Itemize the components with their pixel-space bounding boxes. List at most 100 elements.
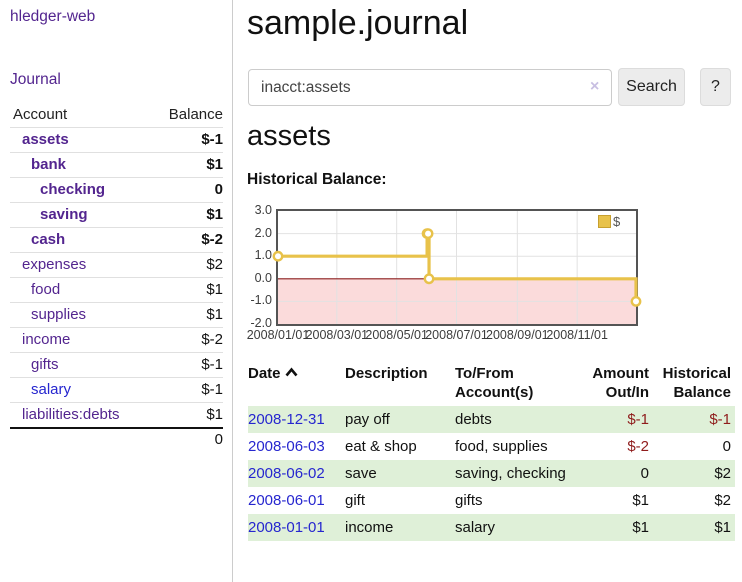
transaction-description: eat & shop <box>345 433 455 460</box>
account-row: supplies $1 <box>10 303 223 328</box>
app-title-link[interactable]: hledger-web <box>10 8 95 26</box>
account-balance: $1 <box>150 153 223 178</box>
account-balance: $2 <box>150 253 223 278</box>
transaction-description: income <box>345 514 455 541</box>
account-row: assets $-1 <box>10 128 223 153</box>
y-axis-tick-label: -1.0 <box>244 293 272 307</box>
account-row: cash $-2 <box>10 228 223 253</box>
accounts-total-value: 0 <box>150 428 223 452</box>
account-row: checking 0 <box>10 178 223 203</box>
register-header-date[interactable]: Date <box>248 362 345 406</box>
sidebar-account-assets[interactable]: assets <box>22 131 69 148</box>
search-input[interactable] <box>248 69 612 106</box>
transaction-amount: 0 <box>580 460 653 487</box>
y-axis-tick-label: 3.0 <box>244 203 272 217</box>
transaction-accounts: salary <box>455 514 580 541</box>
account-row: saving $1 <box>10 203 223 228</box>
account-balance: $1 <box>150 203 223 228</box>
y-axis-tick-label: 0.0 <box>244 271 272 285</box>
clear-search-icon[interactable]: × <box>590 78 599 96</box>
register-table: Date Description To/From Account(s) Amou… <box>248 362 735 541</box>
account-balance: $1 <box>150 303 223 328</box>
help-button[interactable]: ? <box>700 68 731 106</box>
transaction-description: gift <box>345 487 455 514</box>
transaction-description: save <box>345 460 455 487</box>
transaction-balance: 0 <box>653 433 735 460</box>
account-row: food $1 <box>10 278 223 303</box>
transaction-description: pay off <box>345 406 455 433</box>
sidebar-account-supplies[interactable]: supplies <box>31 306 86 323</box>
transaction-balance: $2 <box>653 460 735 487</box>
account-balance: $-2 <box>150 328 223 353</box>
accounts-table: Account Balance assets $-1 bank $1 checkin… <box>10 103 223 452</box>
x-axis-tick-label: 2008/11/01 <box>541 328 613 342</box>
transaction-amount: $1 <box>580 487 653 514</box>
transaction-date-link[interactable]: 2008-12-31 <box>248 411 325 428</box>
sidebar-account-gifts[interactable]: gifts <box>31 356 59 373</box>
transaction-amount: $-1 <box>580 406 653 433</box>
transaction-date-link[interactable]: 2008-06-03 <box>248 438 325 455</box>
historical-balance-chart: 3.02.01.00.0-1.0-2.02008/01/012008/03/01… <box>244 200 742 348</box>
register-header-accounts: To/From Account(s) <box>455 362 580 406</box>
chart-title: Historical Balance: <box>247 171 387 189</box>
register-row: 2008-06-03 eat & shop food, supplies $-2… <box>248 433 735 460</box>
search-button[interactable]: Search <box>618 68 685 106</box>
y-axis-tick-label: 2.0 <box>244 226 272 240</box>
sidebar-account-saving[interactable]: saving <box>40 206 88 223</box>
accounts-header-account: Account <box>10 103 150 128</box>
register-row: 2008-06-01 gift gifts $1 $2 <box>248 487 735 514</box>
transaction-accounts: debts <box>455 406 580 433</box>
register-header-amount: Amount Out/In <box>580 362 653 406</box>
page-title: sample.journal <box>247 0 468 46</box>
transaction-date-link[interactable]: 2008-06-02 <box>248 465 325 482</box>
account-row: liabilities:debts $1 <box>10 403 223 429</box>
account-balance: $1 <box>150 403 223 429</box>
accounts-total-row: 0 <box>10 428 223 452</box>
sidebar-account-salary[interactable]: salary <box>31 381 71 398</box>
register-row: 2008-06-02 save saving, checking 0 $2 <box>248 460 735 487</box>
account-balance: 0 <box>150 178 223 203</box>
account-row: income $-2 <box>10 328 223 353</box>
transaction-date-link[interactable]: 2008-06-01 <box>248 492 325 509</box>
chart-legend: $ <box>598 214 620 229</box>
transaction-accounts: gifts <box>455 487 580 514</box>
register-row: 2008-12-31 pay off debts $-1 $-1 <box>248 406 735 433</box>
sidebar-account-liabilities-debts[interactable]: liabilities:debts <box>22 406 120 423</box>
account-row: expenses $2 <box>10 253 223 278</box>
transaction-accounts: food, supplies <box>455 433 580 460</box>
account-row: gifts $-1 <box>10 353 223 378</box>
accounts-header-balance: Balance <box>150 103 223 128</box>
y-axis-tick-label: 1.0 <box>244 248 272 262</box>
sidebar-account-bank[interactable]: bank <box>31 156 66 173</box>
sidebar-account-checking[interactable]: checking <box>40 181 105 198</box>
transaction-balance: $2 <box>653 487 735 514</box>
transaction-accounts: saving, checking <box>455 460 580 487</box>
sidebar-account-expenses[interactable]: expenses <box>22 256 86 273</box>
sidebar-item-journal[interactable]: Journal <box>10 71 61 89</box>
register-row: 2008-01-01 income salary $1 $1 <box>248 514 735 541</box>
account-balance: $1 <box>150 278 223 303</box>
transaction-amount: $-2 <box>580 433 653 460</box>
legend-swatch <box>598 215 611 228</box>
sidebar-account-cash[interactable]: cash <box>31 231 65 248</box>
account-row: salary $-1 <box>10 378 223 403</box>
sidebar-divider <box>232 0 233 582</box>
account-row: bank $1 <box>10 153 223 178</box>
account-balance: $-2 <box>150 228 223 253</box>
account-balance: $-1 <box>150 378 223 403</box>
account-balance: $-1 <box>150 128 223 153</box>
sidebar-account-income[interactable]: income <box>22 331 70 348</box>
chart-canvas <box>278 211 636 324</box>
transaction-amount: $1 <box>580 514 653 541</box>
chart-plot-area <box>276 209 638 326</box>
transaction-balance: $-1 <box>653 406 735 433</box>
register-header-description: Description <box>345 362 455 406</box>
legend-label: $ <box>613 214 620 229</box>
register-header-balance: Historical Balance <box>653 362 735 406</box>
transaction-balance: $1 <box>653 514 735 541</box>
transaction-date-link[interactable]: 2008-01-01 <box>248 519 325 536</box>
sidebar-account-food[interactable]: food <box>31 281 60 298</box>
account-balance: $-1 <box>150 353 223 378</box>
account-heading: assets <box>247 120 331 153</box>
sort-ascending-icon <box>285 367 298 378</box>
